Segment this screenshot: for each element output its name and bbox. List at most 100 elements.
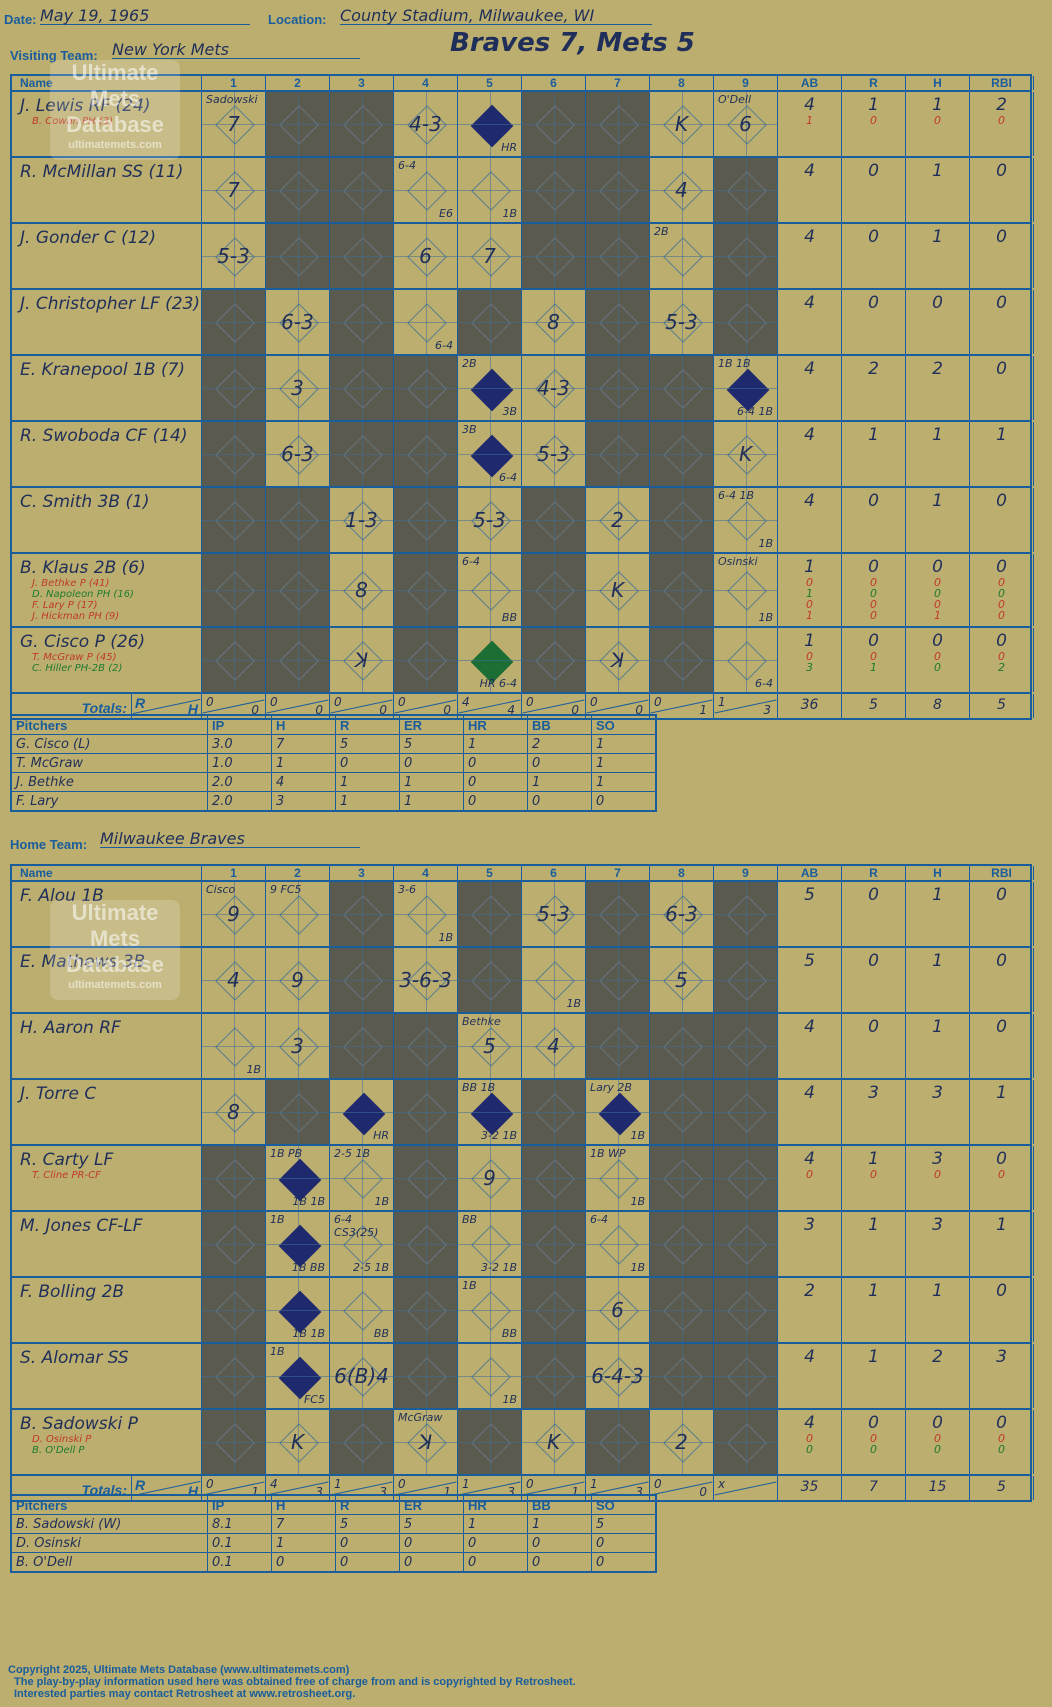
play-result: K: [546, 1430, 561, 1454]
pitcher-ip: 0.1: [207, 1533, 272, 1553]
base-diamond: [598, 435, 639, 475]
inning-cell: [650, 554, 714, 626]
total-rbi: 5: [970, 694, 1034, 718]
play-result: 8: [547, 310, 560, 334]
home-col-header: 9: [714, 866, 778, 880]
inning-cell: [202, 356, 266, 420]
inning-cell: 6(B)4: [330, 1344, 394, 1408]
substitute-name: J. Hickman PH (9): [32, 611, 120, 622]
inning-cell: [586, 882, 650, 946]
batter-name: R. Swoboda CF (14): [20, 426, 188, 446]
play-result: 7: [227, 112, 240, 136]
total-r: 7: [842, 1476, 906, 1500]
play-note: Bethke: [462, 1015, 501, 1028]
stat-value: 0: [996, 1413, 1007, 1433]
play-result: 7: [483, 244, 496, 268]
stat-ab: 4: [778, 422, 842, 486]
base-diamond: [726, 1225, 767, 1265]
play-result: 9: [227, 902, 240, 926]
batter-name-cell: B. Klaus 2B (6) J. Bethke P (41) D. Napole…: [12, 554, 202, 626]
play-note: 6-4 1B: [718, 489, 755, 502]
play-result: K: [674, 112, 689, 136]
inning-cell: BB 3-2 1B: [458, 1212, 522, 1276]
sub-stat-value: 1: [806, 609, 813, 622]
game-location: County Stadium, Milwaukee, WI: [340, 6, 652, 25]
sub-stat-value: 0: [870, 598, 877, 611]
sub-stat-value: 0: [806, 1168, 813, 1181]
batter-name: E. Kranepool 1B (7): [20, 360, 186, 380]
batter-row: R. Carty LF T. Cline PR-CF 1B PB 1B 1B 2-5 1…: [10, 1146, 1034, 1212]
base-diamond: [214, 501, 255, 541]
inning-cell: [330, 224, 394, 288]
pitcher-so: 0: [591, 1552, 657, 1573]
play-result: 2: [675, 1430, 688, 1454]
batter-name-cell: B. Sadowski P D. Osinski P B. O'Dell P: [12, 1410, 202, 1474]
base-diamond: [726, 501, 767, 541]
stat-value: 0: [996, 227, 1007, 247]
base-diamond: [470, 303, 511, 343]
stat-value: 1: [868, 1215, 879, 1235]
hits-key: H: [187, 1483, 198, 1499]
batter-name: B. Sadowski P: [20, 1414, 138, 1434]
inning-hits: 1: [251, 1485, 259, 1499]
play-note-bottom: 1B: [758, 611, 773, 624]
base-diamond: [214, 1423, 255, 1463]
batter-row: C. Smith 3B (1) 1-3 5-3 2 6-4 1B 1B 4 0 1 0: [10, 488, 1034, 554]
inning-hits: 1: [571, 1485, 579, 1499]
stat-value: 0: [868, 951, 879, 971]
base-diamond: [534, 1159, 575, 1199]
base-diamond: [406, 303, 447, 343]
pitcher-r: 0: [335, 1552, 400, 1573]
inning-cell: [458, 290, 522, 354]
inning-cell: 6-4: [394, 290, 458, 354]
base-diamond: [534, 641, 575, 681]
pitcher-name: B. O'Dell: [10, 1552, 208, 1573]
batter-row: B. Klaus 2B (6) J. Bethke P (41) D. Napole…: [10, 554, 1034, 628]
visitor-scoresheet: Name 1 2 3 4 5 6 7 8 9 AB R H RBI J. Lewis RF (24) B. …: [10, 74, 1034, 720]
inning-cell: [714, 1212, 778, 1276]
batter-name: B. Klaus 2B (6): [20, 558, 146, 578]
inning-cell: [650, 422, 714, 486]
pitcher-ip: 8.1: [207, 1514, 272, 1534]
play-note: McGraw: [398, 1411, 443, 1424]
batter-row: F. Alou 1B 9 Cisco 9 FC5 3-6 1B 5-3 6-3 5 0 1 0: [10, 880, 1034, 948]
inning-hits: 0: [635, 703, 643, 717]
pitcher-hr: 1: [463, 1514, 528, 1534]
batter-name: H. Aaron RF: [20, 1018, 121, 1038]
batter-name: C. Smith 3B (1): [20, 492, 150, 512]
base-diamond: [662, 1225, 703, 1265]
base-diamond: [342, 1027, 383, 1067]
visitor-col-header: RBI: [970, 76, 1034, 90]
play-note: 9 FC5: [270, 883, 302, 896]
stat-h: 1: [906, 224, 970, 288]
inning-cell: [714, 1410, 778, 1474]
inning-cell: [650, 356, 714, 420]
pitcher-er: 5: [399, 734, 464, 754]
inning-cell: 4: [650, 158, 714, 222]
stat-value: 0: [996, 1281, 1007, 1301]
inning-hits: 1: [699, 703, 707, 717]
inning-cell: [202, 290, 266, 354]
base-diamond: [534, 171, 575, 211]
home-col-header: 3: [330, 866, 394, 880]
inning-cell: [330, 1410, 394, 1474]
sub-stat-value: 0: [806, 1432, 813, 1445]
pitcher-so: 0: [591, 791, 657, 812]
base-diamond: [342, 105, 383, 145]
inning-cell: [714, 224, 778, 288]
inning-cell: 9: [458, 1146, 522, 1210]
inning-cell: [714, 1344, 778, 1408]
pitcher-col-header: BB: [527, 1494, 592, 1515]
pitcher-row: F. Lary 2.0 3 1 1 0 0 0: [10, 791, 657, 812]
stat-value: 1: [804, 631, 815, 651]
sub-stat-value: 1: [806, 587, 813, 600]
play-note-bottom: 1B 1B: [292, 1195, 325, 1208]
play-note-bottom: HR: [373, 1129, 389, 1142]
pitcher-col-header: H: [271, 1494, 336, 1515]
visitor-col-header: 6: [522, 76, 586, 90]
inning-cell: 2-5 1B 1B: [330, 1146, 394, 1210]
home-team-label: Home Team:: [10, 837, 88, 852]
inning-cell: [394, 422, 458, 486]
play-result: 4: [675, 178, 688, 202]
pitcher-col-header: IP: [207, 1494, 272, 1515]
